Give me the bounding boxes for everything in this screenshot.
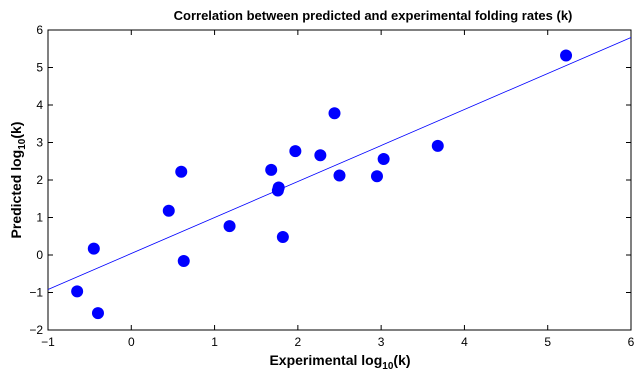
y-axis-ticks: −2 −1 0 1 2 3 4 5 6	[29, 23, 631, 337]
data-point	[91, 307, 104, 320]
x-tick-label: 6	[628, 335, 635, 349]
regression-line	[47, 37, 632, 290]
x-tick-label: 1	[211, 335, 218, 349]
data-point	[177, 255, 190, 267]
x-tick-label: 2	[295, 335, 302, 349]
y-tick-label: 6	[36, 23, 43, 37]
data-point	[314, 149, 327, 162]
y-tick-label: −2	[29, 323, 43, 337]
data-point	[560, 49, 573, 62]
x-tick-label: −1	[41, 335, 55, 349]
x-tick-label: 3	[378, 335, 385, 349]
x-tick-label: 5	[544, 335, 551, 349]
y-tick-label: 5	[36, 61, 43, 75]
y-tick-label: 4	[36, 98, 43, 112]
data-point	[272, 181, 285, 194]
y-axis-label-suffix: (k)	[8, 122, 24, 139]
data-point	[265, 163, 278, 176]
x-tick-label: 4	[461, 335, 468, 349]
x-axis-ticks: −1 0 1 2 3 4 5 6	[41, 30, 635, 349]
y-tick-label: 2	[36, 173, 43, 187]
data-point	[87, 242, 100, 255]
data-point	[370, 170, 383, 183]
data-point	[431, 139, 444, 152]
data-point	[162, 204, 175, 217]
data-point	[377, 153, 390, 165]
data-points	[71, 49, 573, 320]
data-point	[175, 165, 188, 178]
data-point	[276, 231, 289, 243]
y-axis-label: Predicted log10(k)	[8, 122, 28, 239]
y-tick-label: 3	[36, 136, 43, 150]
y-axis-label-subscript: 10	[17, 138, 28, 150]
data-point	[223, 220, 236, 233]
regression-line-group	[47, 37, 632, 290]
x-tick-label: 0	[128, 335, 135, 349]
x-axis-label-subscript: 10	[382, 361, 394, 372]
y-tick-label: 1	[36, 211, 43, 225]
x-axis-label-suffix: (k)	[393, 352, 410, 368]
x-axis-label-main: Experimental log	[269, 352, 382, 368]
data-point	[71, 285, 84, 298]
y-axis-label-main: Predicted log	[8, 150, 24, 239]
y-tick-label: −1	[29, 286, 43, 300]
chart-title: Correlation between predicted and experi…	[174, 8, 573, 23]
data-point	[328, 107, 341, 120]
x-axis-label: Experimental log10(k)	[269, 352, 410, 372]
data-point	[333, 169, 346, 182]
y-tick-label: 0	[36, 248, 43, 262]
data-point	[289, 145, 302, 158]
